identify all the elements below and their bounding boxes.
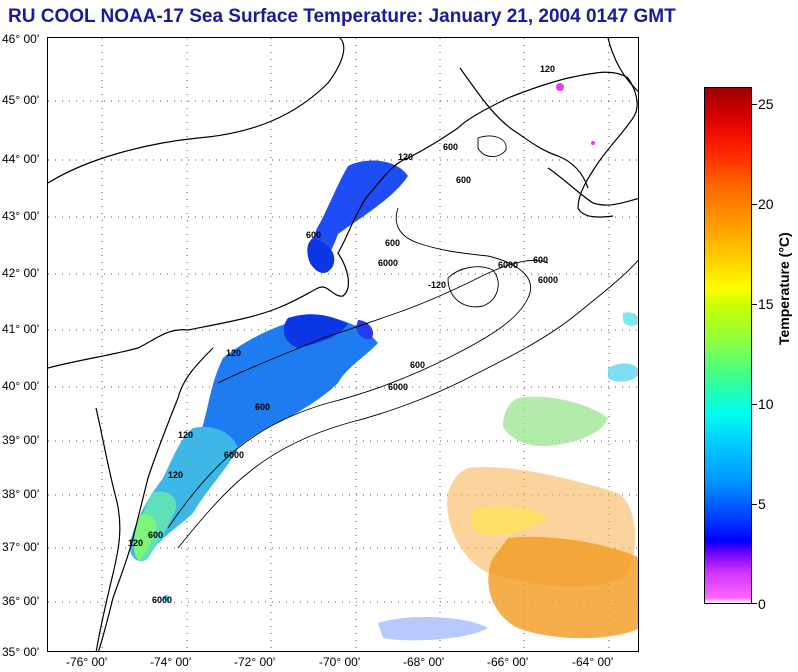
lon-label-72: -72° 00': [234, 655, 276, 669]
lon-label-74: -74° 00': [150, 655, 192, 669]
lat-label-44: 44° 00': [2, 152, 40, 166]
isobath-label: 600: [456, 175, 471, 185]
lat-label-37: 37° 00': [2, 540, 40, 554]
lon-label-64: -64° 00': [572, 655, 614, 669]
isobath-label: 600: [255, 402, 270, 412]
colorbar-tickmark: [752, 304, 757, 305]
graticule: [48, 38, 638, 651]
lat-label-40: 40° 00': [2, 379, 40, 393]
isobath-label: 120: [168, 470, 183, 480]
isobath-label: 6000: [378, 258, 398, 268]
isobath-label: 120: [128, 538, 143, 548]
map-title: RU COOL NOAA-17 Sea Surface Temperature:…: [8, 6, 676, 27]
coastlines: [48, 38, 638, 651]
isobath-label: 600: [385, 238, 400, 248]
lat-label-45: 45° 00': [2, 93, 40, 107]
isobaths: [167, 135, 638, 549]
lat-label-42: 42° 00': [2, 266, 40, 280]
isobath-label: 6000: [152, 595, 172, 605]
isobath-label: -120: [428, 280, 446, 290]
isobath-label: 120: [226, 348, 241, 358]
isobath-label: 6000: [388, 382, 408, 392]
lon-label-68: -68° 00': [403, 655, 445, 669]
colorbar-tick-15: 15: [758, 296, 774, 312]
lat-label-41: 41° 00': [2, 322, 40, 336]
sst-map-svg: 120 120 600 600 600 6000 6000 -120 120 6…: [48, 38, 638, 651]
colorbar-tickmark: [752, 104, 757, 105]
colorbar-tick-10: 10: [758, 396, 774, 412]
isobath-label: 120: [398, 152, 413, 162]
colorbar-tick-0: 0: [758, 596, 766, 612]
lat-label-36: 36° 00': [2, 594, 40, 608]
colorbar-tickmark: [752, 404, 757, 405]
lat-label-38: 38° 00': [2, 487, 40, 501]
sst-offshore-field: [163, 83, 638, 641]
isobath-label: 120: [540, 64, 555, 74]
colorbar-tick-25: 25: [758, 96, 774, 112]
colorbar-tickmark: [752, 603, 757, 604]
isobath-label: 600: [148, 530, 163, 540]
sst-coastal-field: [129, 160, 408, 562]
isobath-label: 6000: [538, 275, 558, 285]
isobath-label: 120: [178, 430, 193, 440]
colorbar-tickmark: [752, 504, 757, 505]
lon-label-76: -76° 00': [66, 655, 108, 669]
lat-label-46: 46° 00': [2, 32, 40, 46]
colorbar-tick-20: 20: [758, 196, 774, 212]
lon-label-70: -70° 00': [319, 655, 361, 669]
lat-label-35: 35° 00': [2, 645, 40, 659]
isobath-label: 600: [410, 360, 425, 370]
isobath-label: 600: [533, 255, 548, 265]
sst-map: 120 120 600 600 600 6000 6000 -120 120 6…: [47, 37, 639, 652]
isobath-labels: 120 120 600 600 600 6000 6000 -120 120 6…: [128, 64, 558, 605]
temperature-colorbar: [704, 87, 752, 604]
lat-label-39: 39° 00': [2, 433, 40, 447]
isobath-label: 600: [443, 142, 458, 152]
lat-label-43: 43° 00': [2, 209, 40, 223]
isobath-label: 6000: [224, 450, 244, 460]
colorbar-label: Temperature (°C): [776, 232, 792, 345]
isobath-label: 6000: [498, 260, 518, 270]
lon-label-66: -66° 00': [487, 655, 529, 669]
isobath-label: 600: [306, 230, 321, 240]
colorbar-tickmark: [752, 204, 757, 205]
colorbar-tick-5: 5: [758, 496, 766, 512]
